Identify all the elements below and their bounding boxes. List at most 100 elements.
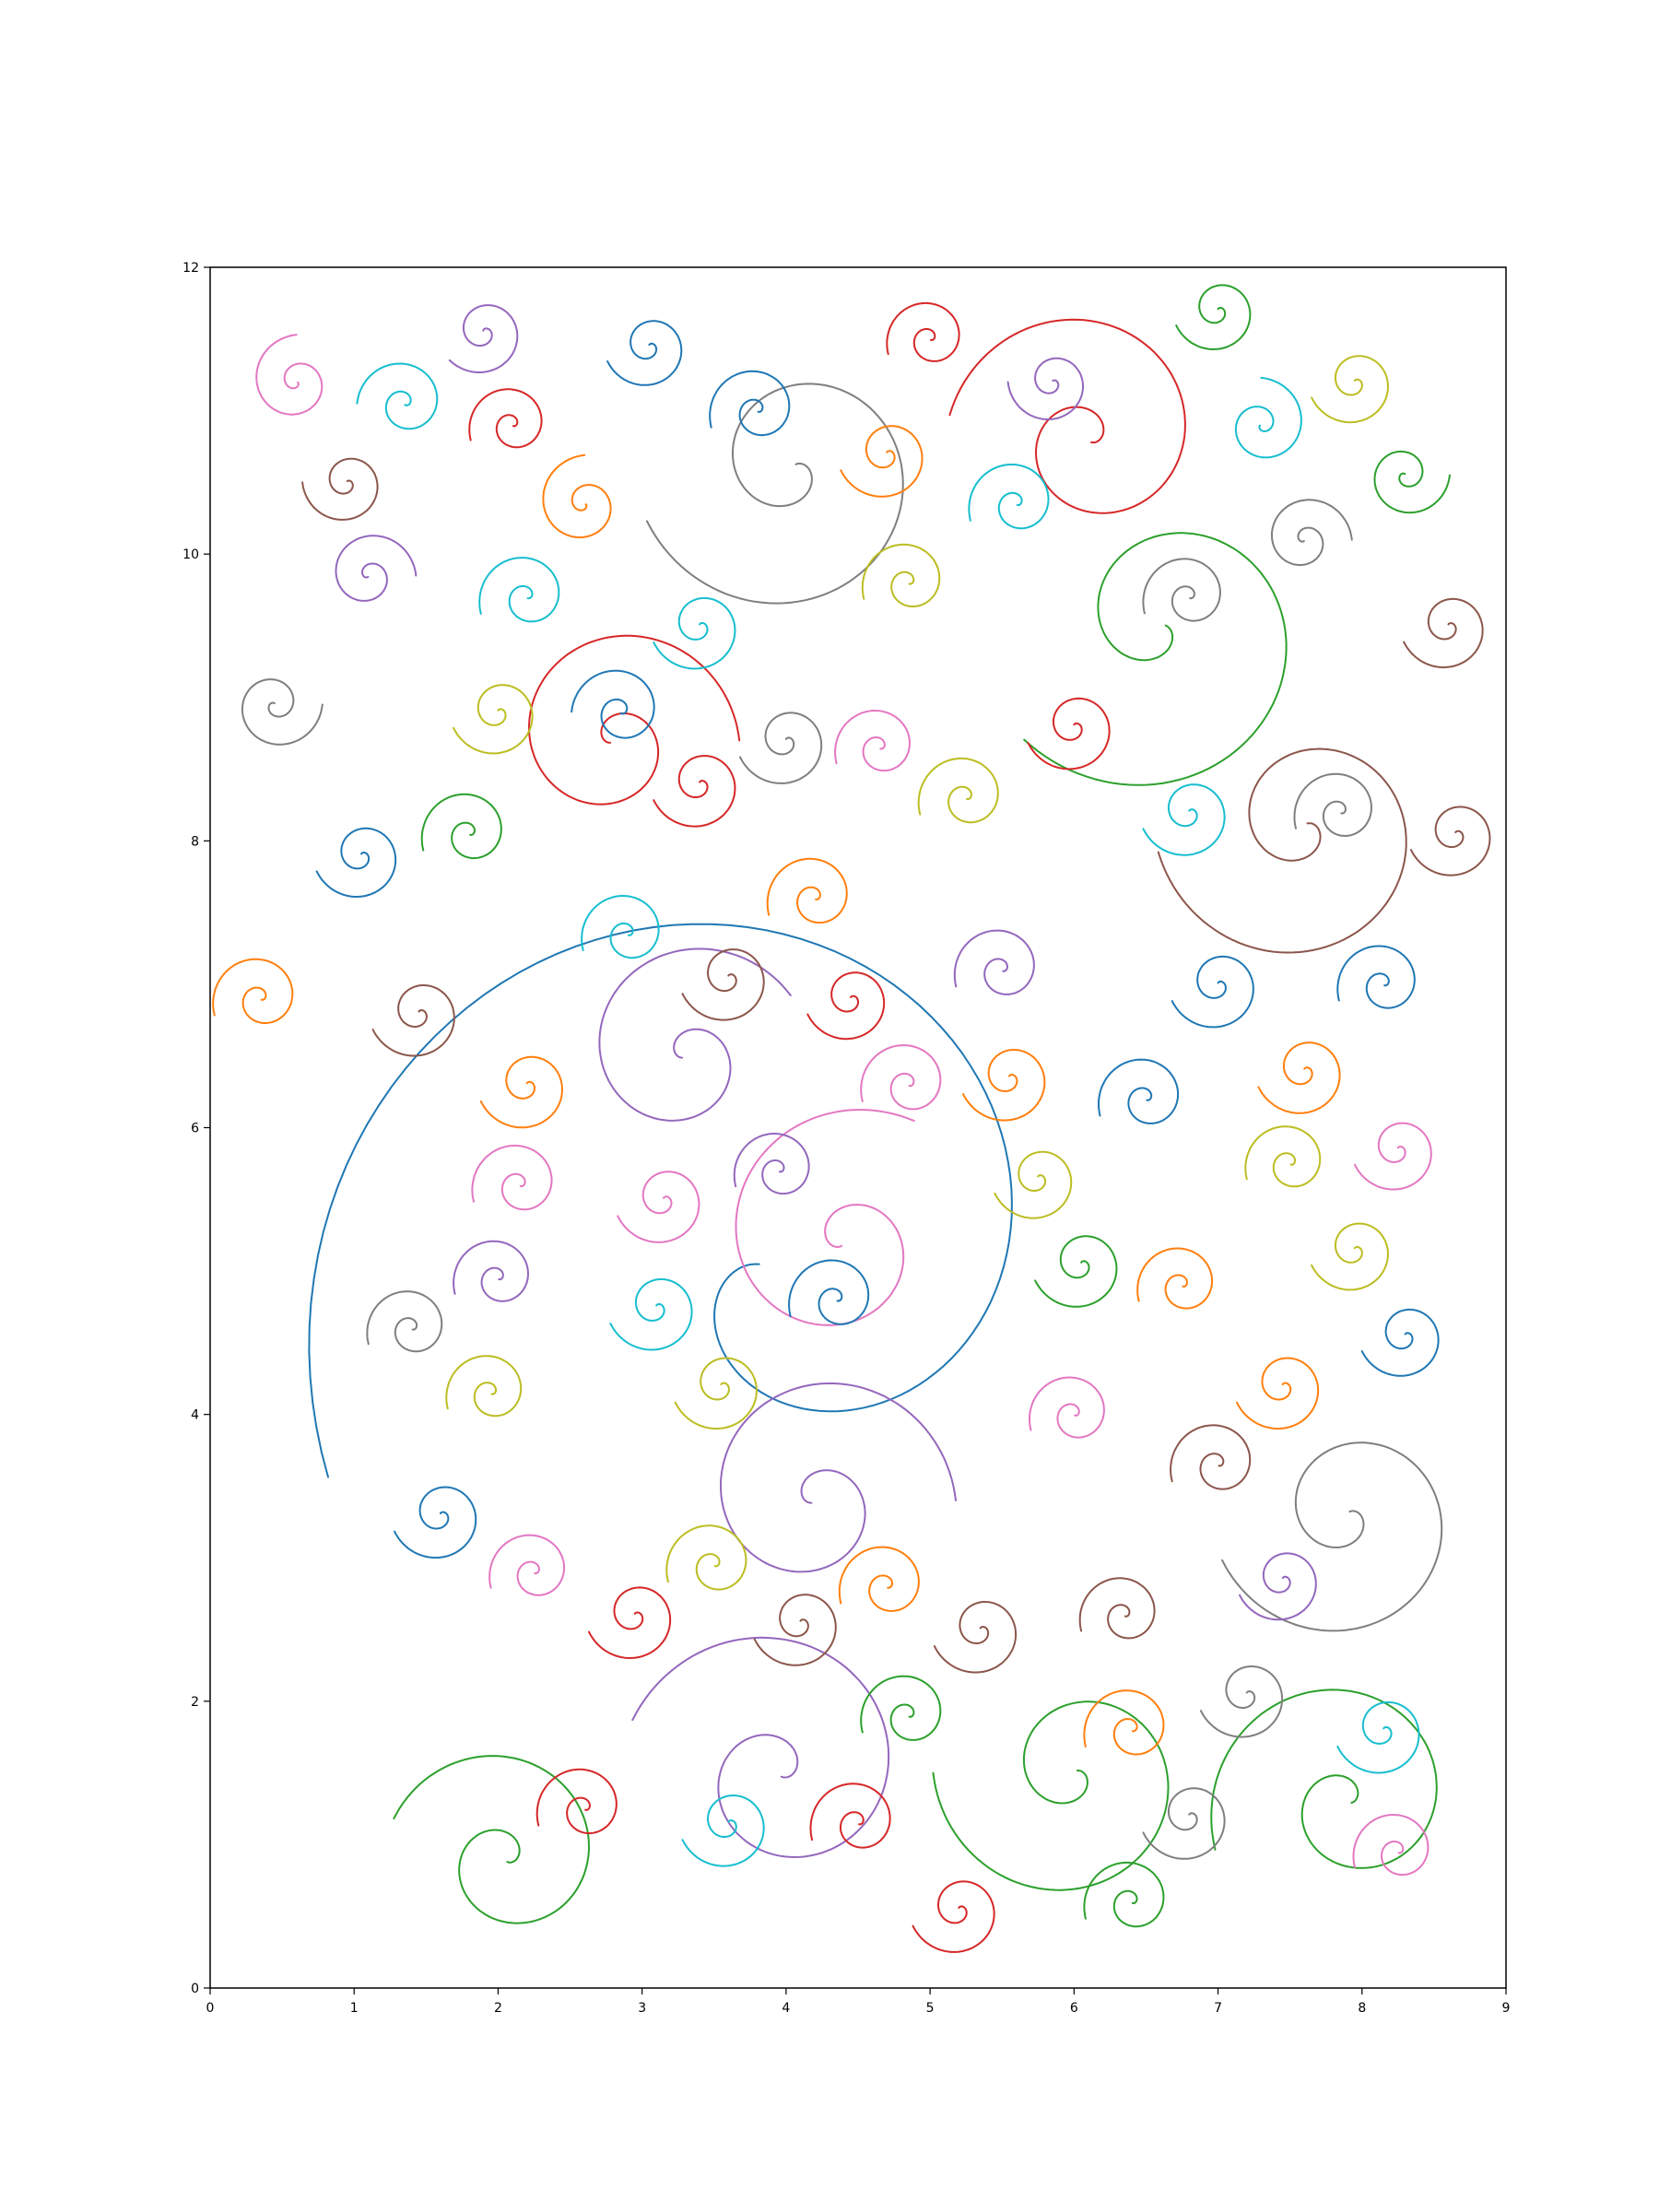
spiral-curve-42 [653, 755, 736, 828]
spiral-curve-58 [1336, 945, 1416, 1009]
spiral-curve-50 [212, 958, 294, 1024]
spiral-curve-84 [488, 1534, 565, 1596]
spiral-curve-8 [719, 1382, 957, 1573]
spiral-curve-94 [1083, 1689, 1165, 1756]
spiral-curve-70 [453, 1240, 529, 1302]
spiral-curve-18 [468, 388, 543, 449]
spiral-curve-81 [1236, 1357, 1320, 1430]
spiral-curve-99 [1142, 1787, 1226, 1860]
spiral-curve-89 [933, 1601, 1018, 1674]
spiral-curve-2 [598, 947, 792, 1122]
x-tick-label: 7 [1214, 2001, 1222, 2016]
spiral-curve-60 [860, 1044, 942, 1111]
spiral-curve-95 [1336, 1700, 1420, 1774]
spiral-curve-14 [255, 334, 324, 416]
y-tick-label: 10 [182, 547, 199, 562]
spiral-curve-62 [1098, 1058, 1180, 1124]
y-axis: 0 2 4 6 8 10 12 [182, 261, 210, 1996]
spiral-curve-26 [1006, 357, 1084, 420]
spiral-curve-31 [1373, 450, 1451, 514]
spiral-curve-82 [1170, 1424, 1252, 1490]
spiral-curve-32 [1270, 499, 1353, 566]
spiral-curve-63 [1257, 1041, 1341, 1114]
spiral-curve-100 [1352, 1813, 1430, 1877]
spiral-curve-45 [315, 827, 397, 899]
x-tick-label: 4 [782, 2001, 790, 2016]
spiral-curve-15 [356, 362, 439, 430]
y-tick-label: 12 [182, 261, 199, 276]
spiral-curve-37 [571, 669, 655, 739]
y-tick-label: 0 [191, 1982, 199, 1996]
spiral-curve-43 [917, 757, 999, 824]
y-tick-label: 2 [191, 1695, 199, 1710]
spiral-curve-66 [733, 1133, 810, 1195]
spiral-curve-16 [448, 304, 519, 373]
spiral-curve-0 [308, 923, 1013, 1478]
spiral-curve-23 [709, 370, 791, 437]
spiral-curve-65 [617, 1171, 700, 1243]
spiral-curve-57 [1171, 955, 1254, 1029]
spiral-curve-51 [371, 984, 455, 1057]
spiral-curve-77 [1360, 1308, 1440, 1377]
spiral-curve-20 [335, 535, 418, 602]
spiral-curve-38 [653, 596, 736, 670]
spiral-curve-47 [1142, 783, 1226, 856]
spiral-curve-98 [809, 1783, 891, 1849]
spiral-curve-44 [1027, 697, 1111, 771]
spiral-curve-4 [645, 382, 904, 605]
spiral-curve-54 [766, 857, 848, 924]
x-tick-label: 8 [1358, 2001, 1366, 2016]
y-tick-label: 6 [191, 1122, 199, 1136]
spiral-curve-11 [1210, 1688, 1438, 1869]
spiral-curve-88 [838, 1546, 920, 1612]
spiral-curve-33 [1142, 558, 1221, 622]
spiral-curve-56 [953, 929, 1035, 995]
spiral-curve-74 [1136, 1247, 1213, 1310]
spiral-curve-86 [665, 1524, 747, 1591]
spiral-curve-73 [1034, 1235, 1118, 1308]
spiral-curve-10 [932, 1700, 1170, 1891]
x-tick-label: 3 [638, 2001, 646, 2016]
spiral-curve-40 [739, 712, 823, 784]
spiral-curve-13 [393, 1755, 591, 1924]
spiral-curve-53 [681, 948, 765, 1021]
spiral-curve-39 [861, 543, 941, 607]
x-tick-label: 2 [494, 2001, 502, 2016]
spiral-curve-17 [301, 457, 379, 521]
x-tick-label: 6 [1070, 2001, 1078, 2016]
spiral-curve-35 [241, 678, 324, 746]
spiral-curve-55 [806, 971, 886, 1041]
spiral-curve-22 [606, 320, 683, 386]
spiral-curve-5 [948, 318, 1186, 514]
y-tick-label: 8 [191, 834, 199, 849]
spiral-curve-97 [681, 1794, 765, 1867]
spiral-curve-68 [1244, 1125, 1322, 1188]
spiral-curve-36 [453, 684, 534, 755]
spiral-curve-72 [788, 1259, 870, 1325]
x-tick-label: 1 [350, 2001, 359, 2016]
spiral-curve-67 [994, 1150, 1073, 1219]
spiral-curve-19 [542, 453, 612, 538]
spiral-curve-90 [1078, 1577, 1156, 1640]
spiral-curve-76 [366, 1290, 443, 1353]
spiral-curve-87 [753, 1594, 837, 1666]
x-tick-label: 0 [206, 2001, 215, 2016]
spiral-curve-27 [968, 464, 1050, 530]
y-tick-label: 4 [191, 1408, 199, 1423]
spiral-curve-29 [1234, 376, 1302, 459]
spiral-curve-85 [588, 1586, 672, 1660]
spiral-curve-7 [1157, 747, 1407, 954]
spiral-curve-59 [479, 1055, 563, 1129]
spiral-curve-9 [631, 1636, 890, 1859]
x-axis: 0 1 2 3 4 5 6 7 8 9 [206, 1988, 1510, 2016]
spiral-curve-80 [1029, 1376, 1105, 1439]
spiral-curve-1 [735, 1109, 915, 1326]
spiral-curve-91 [1239, 1552, 1317, 1621]
spiral-curve-12 [1221, 1441, 1443, 1632]
spiral-curve-101 [912, 1880, 995, 1953]
spiral-curve-25 [886, 301, 960, 362]
spiral-curve-75 [1311, 1222, 1389, 1291]
spiral-curve-30 [1311, 355, 1389, 424]
